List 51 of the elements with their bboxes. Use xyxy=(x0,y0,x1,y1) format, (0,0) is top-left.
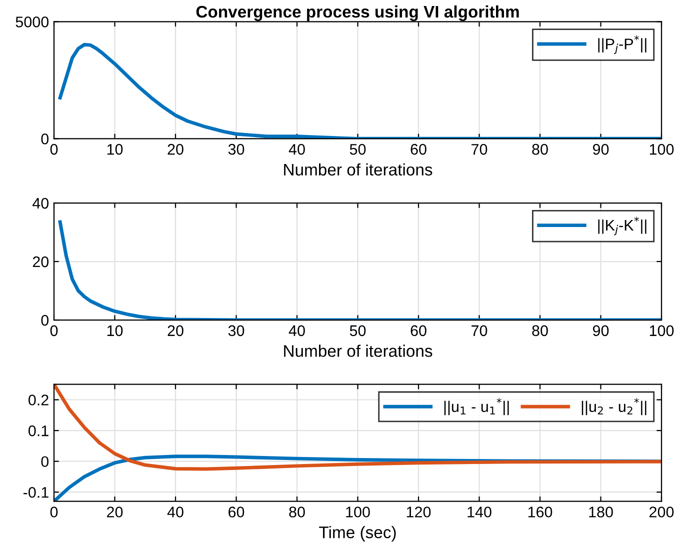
x-tick-label: 70 xyxy=(472,144,488,155)
x-tick-label: 100 xyxy=(346,506,370,518)
y-tick-label: 0 xyxy=(41,134,49,144)
x-tick-label: 40 xyxy=(167,506,184,518)
y-tick-label: 0.2 xyxy=(28,394,48,406)
x-tick-label: 180 xyxy=(589,506,613,518)
x-tick-label: 10 xyxy=(107,325,123,336)
legend-label: ||P$_{j}$-P$^{*}$|| xyxy=(598,35,646,54)
x-tick-label: 10 xyxy=(107,144,123,155)
legend-label: ||u$_{1}$ - u$_{1}$$^{*}$|| xyxy=(444,398,509,416)
x-tick-label: 50 xyxy=(350,144,366,155)
x-tick-label: 50 xyxy=(350,325,366,336)
x-tick-label: 120 xyxy=(406,506,431,518)
x-tick-label: 80 xyxy=(532,144,548,155)
x-tick-label: 40 xyxy=(288,325,305,336)
x-tick-label: 140 xyxy=(468,506,492,518)
x-tick-label: 70 xyxy=(472,325,488,336)
y-tick-label: 20 xyxy=(32,256,49,268)
x-tick-label: 60 xyxy=(410,325,426,336)
y-tick-label: 5000 xyxy=(16,16,49,28)
x-tick-label: 0 xyxy=(50,325,58,336)
x-tick-label: 40 xyxy=(288,144,305,155)
x-tick-label: 20 xyxy=(168,325,184,336)
x-axis-title: Number of iterations xyxy=(284,344,432,357)
x-tick-label: 30 xyxy=(228,144,244,155)
x-tick-label: 60 xyxy=(228,506,244,518)
x-tick-label: 90 xyxy=(592,325,609,336)
y-tick-label: -0.1 xyxy=(23,486,48,498)
legend-label: ||u$_{2}$ - u$_{2}$$^{*}$|| xyxy=(582,398,646,416)
x-tick-label: 90 xyxy=(592,144,609,155)
x-tick-label: 80 xyxy=(532,325,548,336)
x-tick-label: 0 xyxy=(50,144,58,155)
x-tick-label: 30 xyxy=(228,325,244,336)
x-tick-label: 160 xyxy=(528,506,552,518)
x-tick-label: 0 xyxy=(50,506,58,518)
x-tick-label: 20 xyxy=(168,144,184,155)
x-axis-title: Number of iterations xyxy=(284,163,432,176)
line-series xyxy=(58,220,662,320)
x-tick-label: 100 xyxy=(650,325,674,336)
x-axis-title: Time (sec) xyxy=(319,526,396,542)
chart-title: Convergence process using VI algorithm xyxy=(196,5,519,22)
x-tick-label: 100 xyxy=(650,144,674,155)
y-tick-label: 0.1 xyxy=(28,425,48,436)
x-tick-label: 80 xyxy=(289,506,305,518)
x-tick-label: 20 xyxy=(107,506,123,518)
legend-label: ||K$_{j}$-K$^{*}$|| xyxy=(598,216,646,236)
x-tick-label: 60 xyxy=(410,144,426,155)
y-tick-label: 0 xyxy=(41,314,49,326)
y-tick-label: 0 xyxy=(41,456,49,468)
y-tick-label: 40 xyxy=(32,198,49,209)
x-tick-label: 200 xyxy=(650,506,674,518)
